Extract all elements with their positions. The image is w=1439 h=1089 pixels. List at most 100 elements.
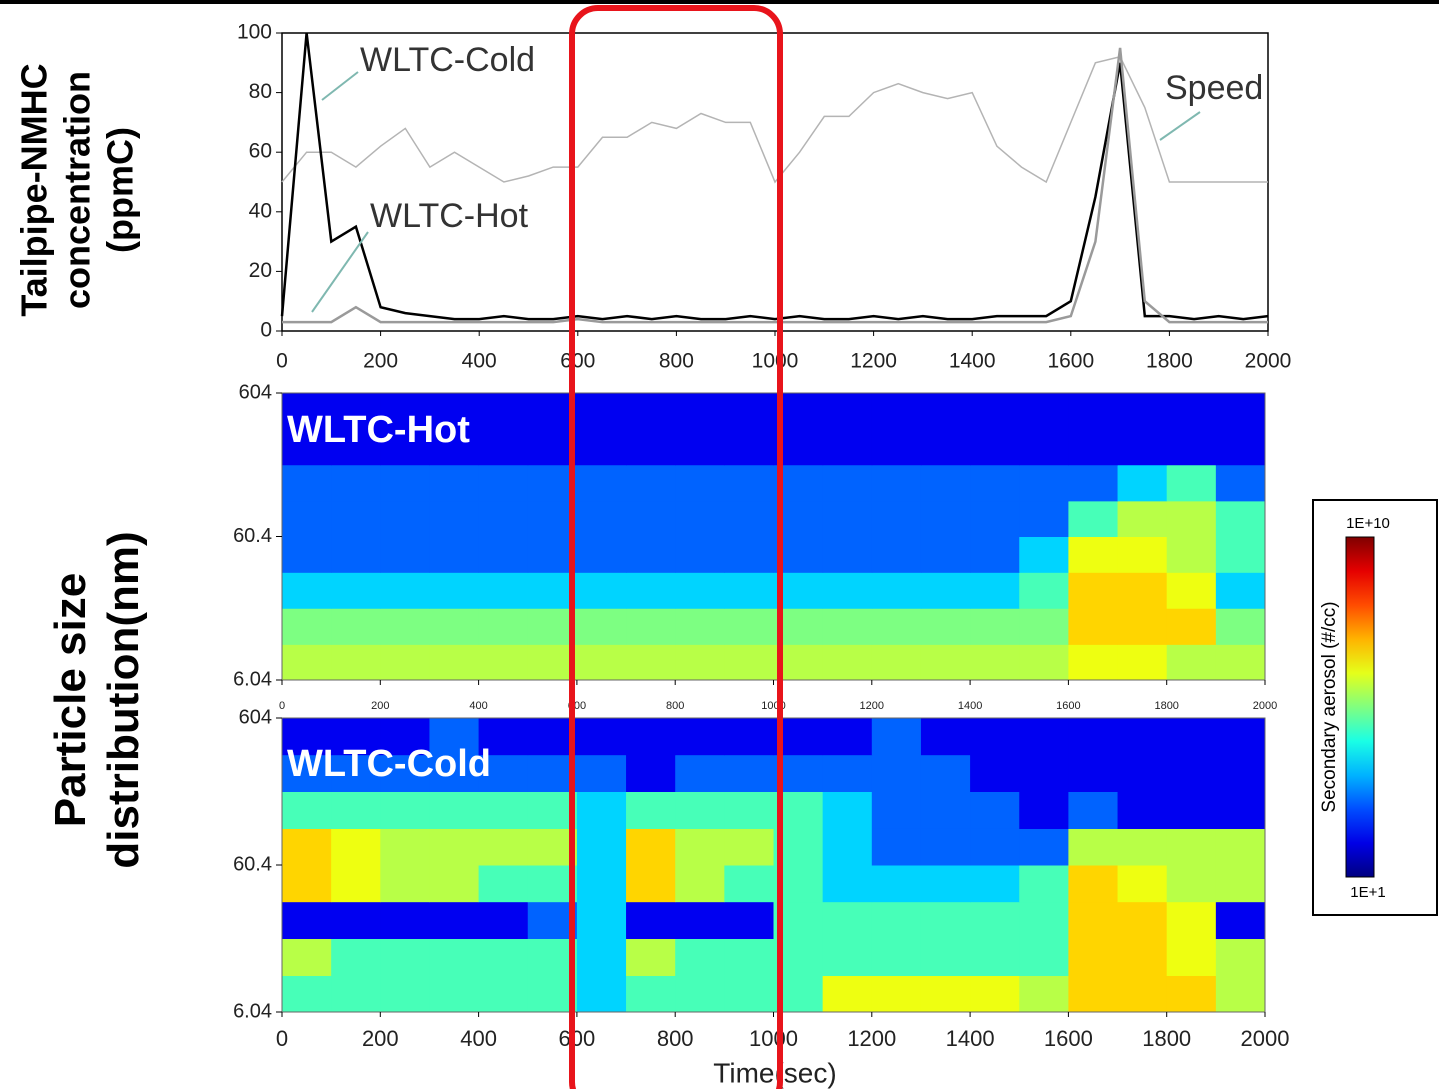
heatmap-cell (920, 428, 971, 466)
heatmap-cell (380, 865, 430, 903)
panel-title: WLTC-Cold (287, 743, 491, 785)
heatmap-cell (1117, 536, 1168, 573)
panel-title: WLTC-Hot (287, 409, 470, 451)
heatmap-cell (871, 644, 922, 681)
heatmap-cell (282, 608, 332, 645)
heatmap-cell (1068, 536, 1119, 573)
heatmap-cell (626, 754, 676, 793)
x-tick-label: 200 (362, 1026, 399, 1051)
heatmap-cell (282, 828, 332, 866)
heatmap-cell (920, 865, 971, 903)
heatmap-cell (822, 608, 873, 645)
x-tick-label: 1800 (1142, 1026, 1191, 1051)
heatmap-cell (1019, 901, 1069, 940)
heatmap-cell (970, 828, 1020, 866)
heatmap-cell (1019, 791, 1069, 829)
heatmap-cell (920, 393, 971, 430)
heatmap-cell (429, 572, 480, 609)
heatmap-cell (1166, 938, 1217, 976)
heatmap-cell (380, 791, 430, 829)
heatmap-cell (675, 464, 725, 502)
heatmap-cell (282, 718, 332, 756)
heatmap-cell (822, 754, 873, 793)
series-label: Speed (1165, 69, 1263, 107)
x-tick-label: 400 (469, 700, 487, 712)
heatmap-cell (331, 572, 381, 609)
heatmap-cell (675, 393, 725, 430)
heatmap-cell (380, 536, 430, 573)
heatmap-cell (1068, 644, 1119, 681)
heatmap-cell (871, 938, 922, 976)
heatmap-cell (1215, 791, 1266, 829)
heatmap-cell (1166, 608, 1217, 645)
y-tick-label: 100 (237, 21, 272, 44)
x-tick-label: 1400 (949, 350, 996, 373)
heatmap-cell (478, 608, 529, 645)
x-tick-label: 200 (371, 700, 389, 712)
y-tick-label: 40 (249, 199, 272, 222)
y-tick-label: 604 (239, 706, 272, 728)
heatmap-cell (576, 791, 627, 829)
x-tick-label: 200 (363, 350, 398, 373)
heatmap-cell (970, 500, 1020, 537)
heatmap-cell (576, 464, 627, 502)
y-axis-label: (ppmC) (100, 127, 141, 253)
heatmap-cell (1068, 828, 1119, 866)
heatmap-cell (724, 975, 774, 1013)
heatmap-cell (282, 393, 332, 430)
heatmap-cell (871, 975, 922, 1013)
heatmap-cell (626, 938, 676, 976)
heatmap-cell (380, 754, 430, 793)
heatmap-cell (576, 975, 627, 1013)
heatmap-cell (331, 644, 381, 681)
heatmap-cell (331, 428, 381, 466)
x-tick-label: 800 (659, 350, 694, 373)
heatmap-cell (724, 938, 774, 976)
heatmap-cell (626, 644, 676, 681)
heatmap-cell (1019, 536, 1069, 573)
heatmap-cell (626, 828, 676, 866)
heatmap-cell (1215, 644, 1266, 681)
x-tick-label: 1800 (1154, 700, 1178, 712)
heatmap-cell (576, 393, 627, 430)
heatmap-cell (724, 464, 774, 502)
heatmap-cell (871, 428, 922, 466)
highlight-box (569, 5, 783, 1089)
heatmap-cell (920, 754, 971, 793)
heatmap-cell (1166, 718, 1217, 756)
heatmap-cell (920, 608, 971, 645)
heatmap-cell (576, 572, 627, 609)
heatmap-cell (920, 718, 971, 756)
heatmap-cell (429, 608, 480, 645)
x-tick-label: 0 (279, 700, 285, 712)
heatmap-cell (970, 393, 1020, 430)
heatmap-cell (1019, 865, 1069, 903)
heatmap-cell (576, 536, 627, 573)
heatmap-cell (331, 901, 381, 940)
annotation-leader (321, 71, 359, 101)
heatmap-cell (576, 828, 627, 866)
heatmap-cell (1019, 608, 1069, 645)
y-tick-label: 604 (239, 381, 272, 403)
heatmap-cell (724, 865, 774, 903)
heatmap-cell (970, 428, 1020, 466)
heatmap-cell (576, 428, 627, 466)
heatmap-cell (724, 718, 774, 756)
heatmap-cell (331, 393, 381, 430)
heatmap-cell (478, 536, 529, 573)
heatmap-cell (1166, 865, 1217, 903)
heatmap-cell (282, 791, 332, 829)
heatmap-cell (380, 572, 430, 609)
heatmap-cell (675, 428, 725, 466)
heatmap-cell (429, 393, 480, 430)
heatmap-cell (429, 500, 480, 537)
heatmap-cell (576, 644, 627, 681)
annotation-leader (1159, 111, 1201, 141)
heatmap-cell (1019, 938, 1069, 976)
y-tick-label: 6.04 (233, 668, 272, 690)
heatmap-cell (970, 791, 1020, 829)
heatmap-cell (1215, 536, 1266, 573)
heatmap-cell (1117, 938, 1168, 976)
heatmap-cell (1068, 464, 1119, 502)
